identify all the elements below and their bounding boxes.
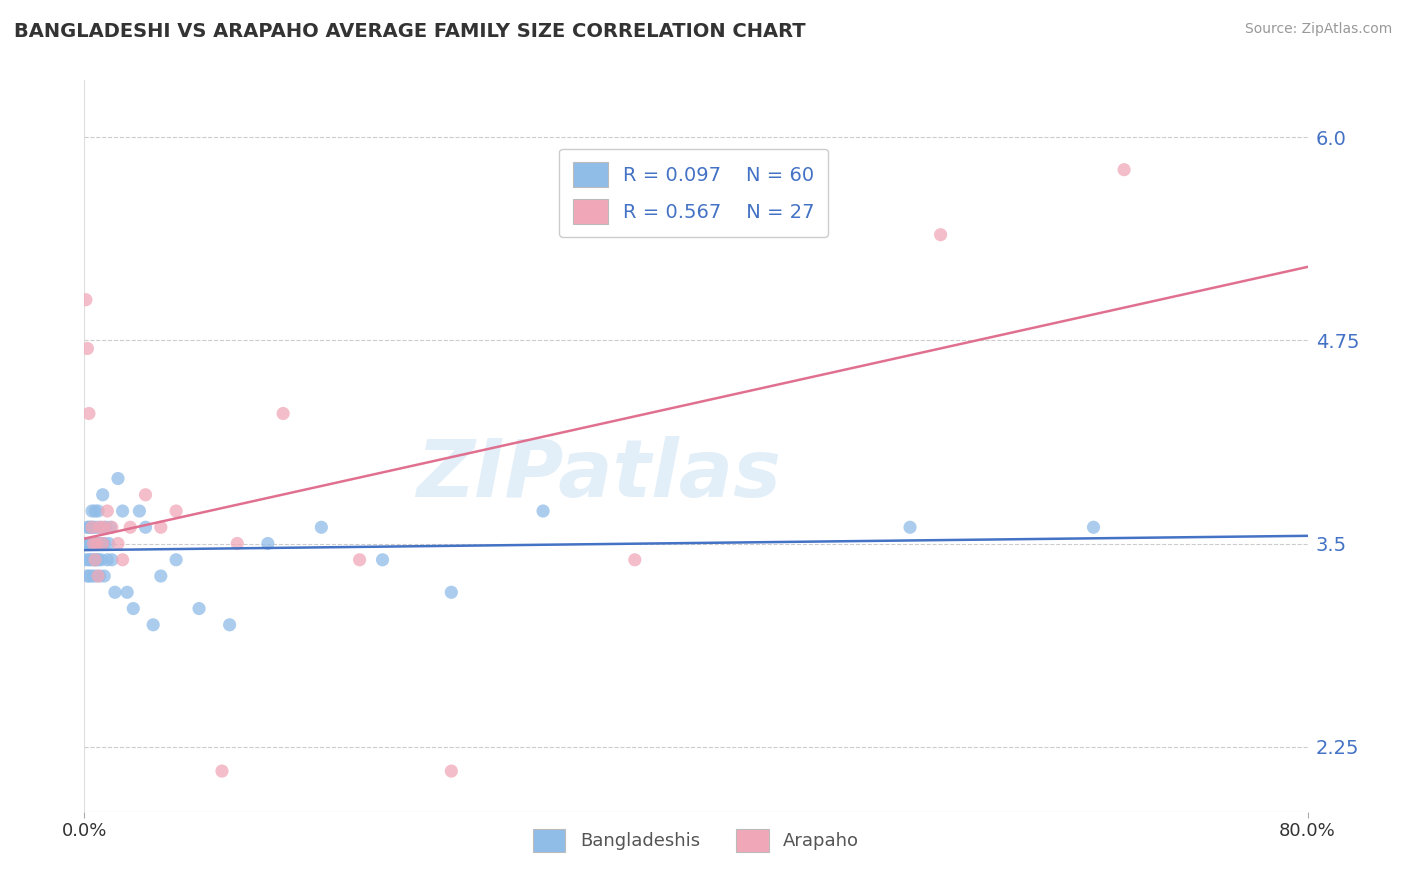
- Point: [440, 585, 463, 599]
- Text: Source: ZipAtlas.com: Source: ZipAtlas.com: [1244, 22, 1392, 37]
- Point: [80, 536, 103, 550]
- Point: [149, 569, 172, 583]
- Point: [76, 342, 98, 356]
- Point: [101, 520, 124, 534]
- Point: [165, 553, 187, 567]
- Point: [80, 504, 103, 518]
- Point: [96, 553, 118, 567]
- Point: [165, 504, 187, 518]
- Point: [104, 585, 127, 599]
- Point: [135, 488, 157, 502]
- Point: [93, 536, 115, 550]
- Point: [84, 569, 107, 583]
- Point: [80, 569, 103, 583]
- Point: [83, 536, 105, 550]
- Point: [93, 520, 115, 534]
- Point: [76, 569, 98, 583]
- Point: [98, 520, 121, 534]
- Point: [311, 520, 333, 534]
- Point: [440, 764, 463, 778]
- Point: [86, 553, 108, 567]
- Point: [77, 407, 100, 421]
- Point: [86, 536, 108, 550]
- Point: [90, 520, 112, 534]
- Text: BANGLADESHI VS ARAPAHO AVERAGE FAMILY SIZE CORRELATION CHART: BANGLADESHI VS ARAPAHO AVERAGE FAMILY SI…: [14, 22, 806, 41]
- Point: [89, 536, 111, 550]
- Point: [120, 520, 142, 534]
- Point: [83, 536, 105, 550]
- Point: [371, 553, 394, 567]
- Point: [84, 504, 107, 518]
- Point: [188, 601, 211, 615]
- Point: [89, 520, 111, 534]
- Text: ZIPatlas: ZIPatlas: [416, 436, 780, 515]
- Point: [79, 520, 101, 534]
- Point: [83, 520, 105, 534]
- Point: [898, 520, 921, 534]
- Point: [122, 601, 145, 615]
- Point: [87, 553, 110, 567]
- Point: [107, 471, 129, 485]
- Point: [77, 536, 100, 550]
- Point: [1083, 520, 1105, 534]
- Point: [84, 536, 107, 550]
- Point: [111, 553, 134, 567]
- Point: [75, 553, 97, 567]
- Point: [90, 553, 112, 567]
- Point: [91, 536, 114, 550]
- Point: [1114, 162, 1136, 177]
- Point: [257, 536, 280, 550]
- Point: [76, 536, 98, 550]
- Point: [76, 520, 98, 534]
- Point: [115, 585, 138, 599]
- Point: [97, 536, 120, 550]
- Point: [77, 520, 100, 534]
- Point: [91, 488, 114, 502]
- Point: [107, 536, 129, 550]
- Point: [79, 536, 101, 550]
- Point: [94, 520, 117, 534]
- Point: [79, 553, 101, 567]
- Point: [84, 553, 107, 567]
- Point: [135, 520, 157, 534]
- Point: [75, 293, 97, 307]
- Point: [128, 504, 150, 518]
- Point: [91, 536, 114, 550]
- Point: [84, 553, 107, 567]
- Point: [93, 569, 115, 583]
- Point: [87, 504, 110, 518]
- Point: [624, 553, 647, 567]
- Point: [101, 553, 124, 567]
- Point: [89, 569, 111, 583]
- Point: [86, 520, 108, 534]
- Point: [149, 520, 172, 534]
- Point: [111, 504, 134, 518]
- Point: [80, 520, 103, 534]
- Point: [531, 504, 554, 518]
- Point: [77, 569, 100, 583]
- Point: [349, 553, 371, 567]
- Point: [929, 227, 952, 242]
- Legend: Bangladeshis, Arapaho: Bangladeshis, Arapaho: [524, 820, 868, 861]
- Point: [218, 617, 240, 632]
- Point: [96, 504, 118, 518]
- Point: [142, 617, 165, 632]
- Point: [77, 553, 100, 567]
- Point: [86, 536, 108, 550]
- Point: [226, 536, 249, 550]
- Point: [87, 569, 110, 583]
- Point: [211, 764, 233, 778]
- Point: [271, 407, 294, 421]
- Point: [80, 520, 103, 534]
- Point: [75, 536, 97, 550]
- Point: [83, 553, 105, 567]
